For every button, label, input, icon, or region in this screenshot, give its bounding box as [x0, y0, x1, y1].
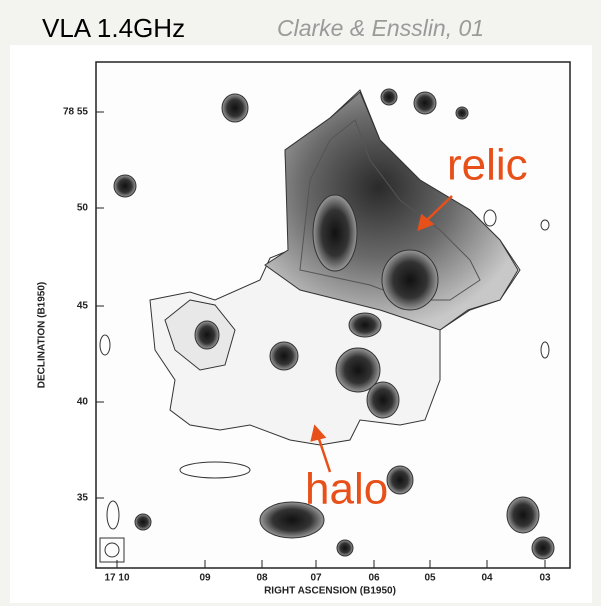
x-tick-label: 07 — [310, 573, 322, 584]
source — [313, 195, 357, 271]
x-tick-label: 08 — [256, 573, 268, 584]
title: VLA 1.4GHz — [42, 13, 185, 43]
x-tick-label: 03 — [539, 573, 551, 584]
source — [114, 175, 136, 197]
source — [270, 342, 298, 370]
y-tick-label: 40 — [77, 397, 89, 408]
x-tick-label: 17 10 — [104, 573, 129, 584]
source — [381, 89, 397, 105]
source — [414, 92, 436, 114]
y-tick-label: 35 — [77, 493, 89, 504]
slide: VLA 1.4GHz Clarke & Ensslin, 01 — [0, 0, 601, 606]
x-tick-label: 05 — [424, 573, 436, 584]
source — [387, 466, 413, 494]
source — [135, 514, 151, 530]
source — [456, 107, 468, 119]
source — [382, 250, 438, 310]
x-axis-label: RIGHT ASCENSION (B1950) — [264, 586, 396, 597]
y-axis-label: DECLINATION (B1950) — [37, 282, 48, 389]
citation: Clarke & Ensslin, 01 — [277, 15, 484, 41]
source — [367, 382, 399, 418]
x-tick-label: 04 — [481, 573, 493, 584]
annotation: halo — [305, 465, 388, 514]
page: VLA 1.4GHz Clarke & Ensslin, 01 — [0, 0, 601, 606]
source — [337, 540, 353, 556]
source — [507, 497, 539, 533]
y-tick-label: 78 55 — [63, 107, 88, 118]
x-tick-label: 06 — [368, 573, 380, 584]
annotation: relic — [447, 141, 528, 190]
source — [195, 321, 219, 349]
source — [349, 313, 381, 337]
y-tick-label: 50 — [77, 203, 89, 214]
y-tick-label: 45 — [77, 301, 89, 312]
source — [222, 94, 248, 122]
x-tick-label: 09 — [199, 573, 211, 584]
source — [532, 537, 554, 559]
